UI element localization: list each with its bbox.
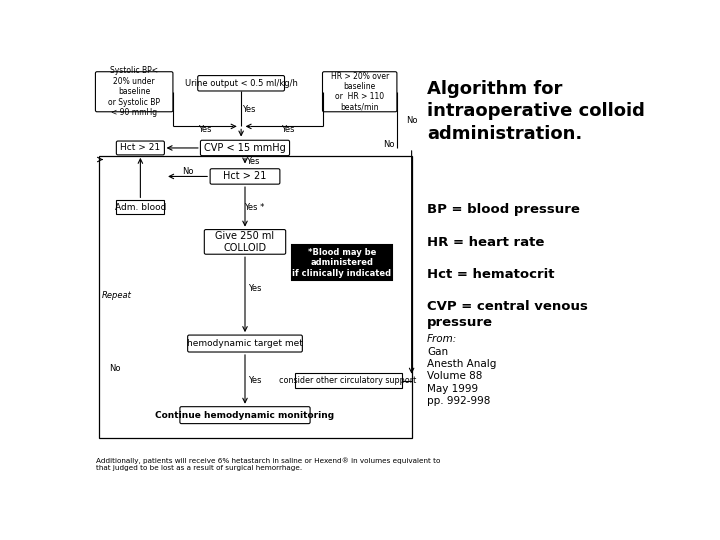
Text: CVP = central venous
pressure: CVP = central venous pressure [427, 300, 588, 329]
Text: consider other circulatory support: consider other circulatory support [279, 376, 417, 385]
FancyBboxPatch shape [188, 335, 302, 352]
Text: Urine output < 0.5 ml/kg/h: Urine output < 0.5 ml/kg/h [185, 79, 297, 88]
Text: Hct > 21: Hct > 21 [223, 172, 266, 181]
Text: Gan: Gan [427, 347, 449, 356]
Text: hemodynamic target met: hemodynamic target met [187, 339, 303, 348]
Text: No: No [382, 140, 394, 149]
Text: Yes: Yes [198, 125, 212, 134]
Text: Yes: Yes [246, 157, 259, 166]
FancyBboxPatch shape [210, 168, 280, 184]
FancyBboxPatch shape [204, 230, 286, 254]
Text: Additionally, patients will receive 6% hetastarch in saline or Hexend® in volume: Additionally, patients will receive 6% h… [96, 457, 441, 471]
Bar [99, 156, 412, 438]
Text: Anesth Analg: Anesth Analg [427, 359, 497, 369]
Text: pp. 992-998: pp. 992-998 [427, 396, 490, 406]
FancyBboxPatch shape [200, 140, 289, 156]
Text: Yes: Yes [281, 125, 294, 134]
FancyBboxPatch shape [180, 407, 310, 423]
FancyBboxPatch shape [96, 72, 173, 112]
Text: CVP < 15 mmHg: CVP < 15 mmHg [204, 143, 286, 153]
Text: Hct = hematocrit: Hct = hematocrit [427, 268, 554, 281]
Text: *Blood may be
administered
if clinically indicated: *Blood may be administered if clinically… [292, 248, 392, 278]
Text: Algorithm for
intraoperative colloid
administration.: Algorithm for intraoperative colloid adm… [427, 80, 645, 143]
Text: May 1999: May 1999 [427, 383, 478, 394]
Text: Give 250 ml
COLLOID: Give 250 ml COLLOID [215, 231, 274, 253]
FancyBboxPatch shape [323, 72, 397, 112]
Text: Adm. blood: Adm. blood [114, 202, 166, 212]
Text: Yes: Yes [242, 105, 256, 114]
Text: From:: From: [427, 334, 457, 345]
Text: Repeat: Repeat [102, 291, 132, 300]
Bar [292, 245, 392, 280]
Text: BP = blood pressure: BP = blood pressure [427, 204, 580, 217]
Text: Volume 88: Volume 88 [427, 372, 482, 381]
Text: HR > 20% over
baseline
or  HR > 110
beats/min: HR > 20% over baseline or HR > 110 beats… [330, 72, 389, 112]
Text: Systolic BP<
20% under
baseline
or Systolic BP
< 90 mmHg: Systolic BP< 20% under baseline or Systo… [108, 66, 160, 117]
Text: Hct > 21: Hct > 21 [120, 144, 161, 152]
Text: No: No [406, 116, 418, 125]
Bar [117, 200, 164, 214]
Text: No: No [182, 166, 194, 176]
Text: HR = heart rate: HR = heart rate [427, 236, 544, 249]
Text: Yes: Yes [248, 376, 261, 385]
Text: Continue hemodynamic monitoring: Continue hemodynamic monitoring [156, 410, 335, 420]
FancyBboxPatch shape [198, 76, 284, 91]
Text: Yes *: Yes * [244, 202, 264, 212]
Text: Yes: Yes [248, 284, 261, 293]
FancyBboxPatch shape [117, 141, 164, 155]
Bar [294, 373, 402, 388]
Text: No: No [109, 364, 120, 374]
